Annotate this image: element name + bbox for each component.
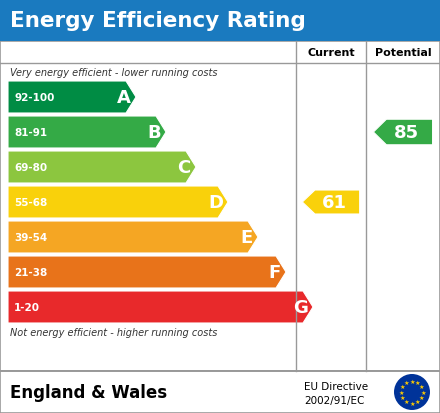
Polygon shape (8, 117, 166, 149)
Text: Energy Efficiency Rating: Energy Efficiency Rating (10, 11, 306, 31)
Polygon shape (8, 256, 286, 288)
Polygon shape (8, 82, 136, 114)
Bar (0, 371, 440, 413)
Text: Potential: Potential (375, 48, 431, 58)
Text: 92-100: 92-100 (14, 93, 55, 103)
Text: 1-20: 1-20 (14, 302, 40, 312)
Text: C: C (177, 159, 191, 177)
Text: ★: ★ (403, 399, 409, 404)
Text: ★: ★ (400, 384, 405, 389)
Text: ★: ★ (398, 389, 404, 394)
Polygon shape (8, 152, 196, 183)
Text: F: F (268, 263, 280, 281)
Text: 2002/91/EC: 2002/91/EC (304, 395, 364, 406)
Polygon shape (8, 221, 258, 254)
Bar (0, 0, 440, 42)
Text: A: A (117, 89, 131, 107)
Text: ★: ★ (419, 384, 424, 389)
Text: England & Wales: England & Wales (10, 383, 167, 401)
Text: ★: ★ (403, 380, 409, 385)
Text: 55-68: 55-68 (14, 197, 47, 207)
Text: 85: 85 (394, 124, 419, 142)
Text: ★: ★ (419, 395, 424, 400)
Text: ★: ★ (420, 389, 426, 394)
Circle shape (394, 374, 430, 410)
Text: Not energy efficient - higher running costs: Not energy efficient - higher running co… (10, 327, 217, 337)
Text: ★: ★ (414, 399, 420, 404)
Text: 69-80: 69-80 (14, 163, 47, 173)
Text: D: D (209, 194, 224, 211)
Text: EU Directive: EU Directive (304, 381, 368, 391)
Text: 39-54: 39-54 (14, 233, 47, 242)
Polygon shape (374, 120, 433, 145)
Text: ★: ★ (409, 379, 415, 384)
Text: ★: ★ (409, 401, 415, 406)
Polygon shape (302, 190, 359, 214)
Text: 61: 61 (322, 194, 347, 211)
Text: G: G (293, 298, 308, 316)
Text: 81-91: 81-91 (14, 128, 47, 138)
Text: ★: ★ (414, 380, 420, 385)
Text: Very energy efficient - lower running costs: Very energy efficient - lower running co… (10, 68, 217, 78)
Text: B: B (147, 124, 161, 142)
Text: E: E (240, 228, 252, 247)
Polygon shape (8, 187, 228, 218)
Bar (0, 42, 440, 371)
Text: 21-38: 21-38 (14, 267, 47, 277)
Text: Current: Current (307, 48, 355, 58)
Text: ★: ★ (400, 395, 405, 400)
Polygon shape (8, 291, 313, 323)
